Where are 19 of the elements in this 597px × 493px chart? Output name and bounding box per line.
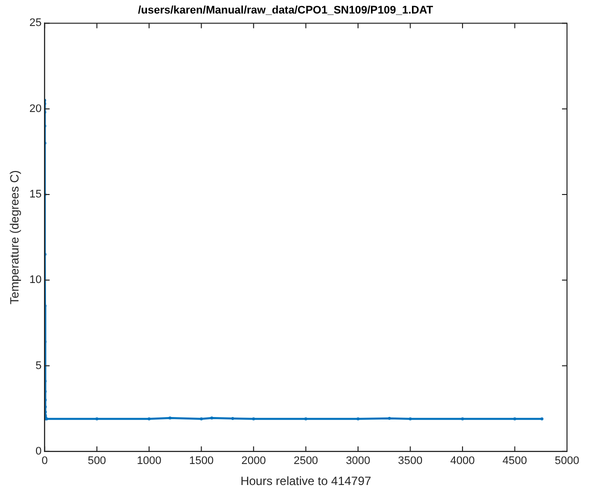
x-tick-label: 2500 [294, 455, 318, 468]
x-tick-label: 3500 [398, 455, 423, 468]
x-tick-label: 4000 [450, 455, 475, 468]
x-tick-label: 1500 [189, 455, 214, 468]
chart-title: /users/karen/Manual/raw_data/CPO1_SN109/P109_1.DAT [138, 4, 434, 17]
x-tick-label: 3000 [346, 455, 370, 468]
x-tick-label: 1000 [136, 455, 162, 468]
y-tick-label: 0 [36, 445, 42, 458]
x-tick-label: 500 [88, 455, 106, 468]
x-axis-title: Hours relative to 414797 [240, 474, 372, 488]
x-tick-label: 4500 [502, 455, 528, 468]
x-tick-label: 5000 [554, 455, 580, 468]
y-tick-label: 15 [29, 188, 42, 201]
y-tick-label: 5 [36, 360, 42, 372]
y-tick-label: 10 [29, 274, 42, 286]
y-axis-title: Temperature (degrees C) [8, 170, 22, 304]
y-tick-label: 25 [29, 17, 42, 30]
x-tick-label: 2000 [241, 455, 266, 468]
y-tick-label: 20 [29, 102, 42, 115]
